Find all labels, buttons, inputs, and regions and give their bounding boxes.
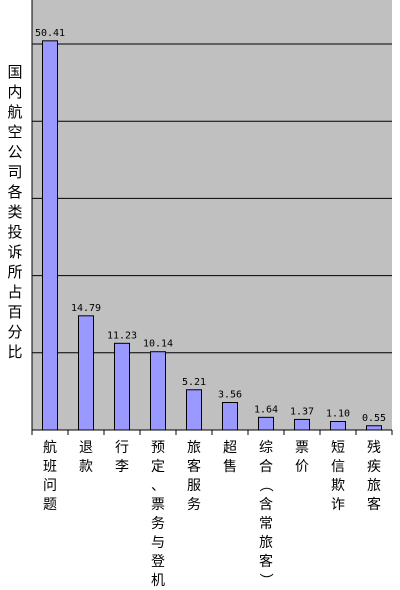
svg-text:机: 机 [151,573,165,589]
bar-value-label: 50.41 [35,28,65,39]
y-axis-title: 国内航空公司各类投诉所占百分比 [7,63,23,361]
svg-text:李: 李 [115,459,129,475]
bar [330,421,346,431]
bar [114,342,130,431]
svg-text:行: 行 [115,440,129,456]
svg-text:班: 班 [43,459,57,475]
svg-text:务: 务 [151,516,165,532]
svg-text:疾: 疾 [367,459,381,475]
svg-text:）: ） [257,573,273,587]
svg-text:退: 退 [79,440,93,456]
svg-text:款: 款 [79,459,93,475]
svg-text:客: 客 [367,496,381,513]
svg-text:航: 航 [43,440,57,456]
svg-text:旅: 旅 [367,478,381,494]
value-labels: 50.41 14.79 11.23 10.14 5.21 3.56 1.64 1.37 1.10… [35,28,386,424]
svg-text:服: 服 [187,478,201,494]
category-label: 超售 [223,440,237,475]
svg-text:务: 务 [187,497,201,513]
bar [258,416,274,431]
bar [294,418,310,431]
svg-text:客: 客 [187,458,201,475]
svg-text:综: 综 [259,440,273,456]
category-label: 退款 [79,440,93,475]
bar [150,351,166,431]
bar [366,425,382,431]
bar [42,40,58,431]
svg-text:价: 价 [295,459,309,475]
svg-text:预: 预 [151,440,165,456]
svg-text:问: 问 [43,478,57,494]
svg-text:票: 票 [151,497,165,513]
bar-value-label: 1.10 [326,409,350,420]
svg-text:与: 与 [151,535,165,551]
svg-text:登: 登 [151,554,165,570]
bar [186,389,202,431]
bar-value-label: 10.14 [143,339,173,350]
svg-text:、: 、 [151,478,165,494]
svg-text:旅: 旅 [187,440,201,456]
svg-text:售: 售 [223,459,237,475]
svg-text:信: 信 [331,459,345,475]
svg-text:合: 合 [259,459,273,475]
bar [78,315,94,431]
bar-value-label: 1.64 [254,404,278,415]
svg-text:短: 短 [331,440,345,456]
svg-text:（: （ [257,478,273,492]
bar-value-label: 11.23 [107,330,137,341]
svg-text:常: 常 [259,516,273,532]
bar-value-label: 0.55 [362,413,386,424]
category-label: 票价 [295,440,309,475]
svg-text:客: 客 [259,553,273,570]
svg-text:旅: 旅 [259,535,273,551]
svg-text:残: 残 [367,440,381,456]
bars [42,40,382,431]
svg-text:题: 题 [43,497,57,513]
svg-text:超: 超 [223,440,237,456]
bar-value-label: 5.21 [182,377,206,388]
bar-value-label: 3.56 [218,390,242,401]
bar [222,402,238,431]
svg-text:诈: 诈 [331,497,345,513]
svg-text:定: 定 [151,459,165,475]
bar-value-label: 1.37 [290,406,314,417]
svg-text:欺: 欺 [331,478,345,494]
svg-text:含: 含 [259,497,273,513]
bar-value-label: 14.79 [71,303,101,314]
svg-text:票: 票 [295,440,309,456]
category-label: 行李 [115,440,129,475]
